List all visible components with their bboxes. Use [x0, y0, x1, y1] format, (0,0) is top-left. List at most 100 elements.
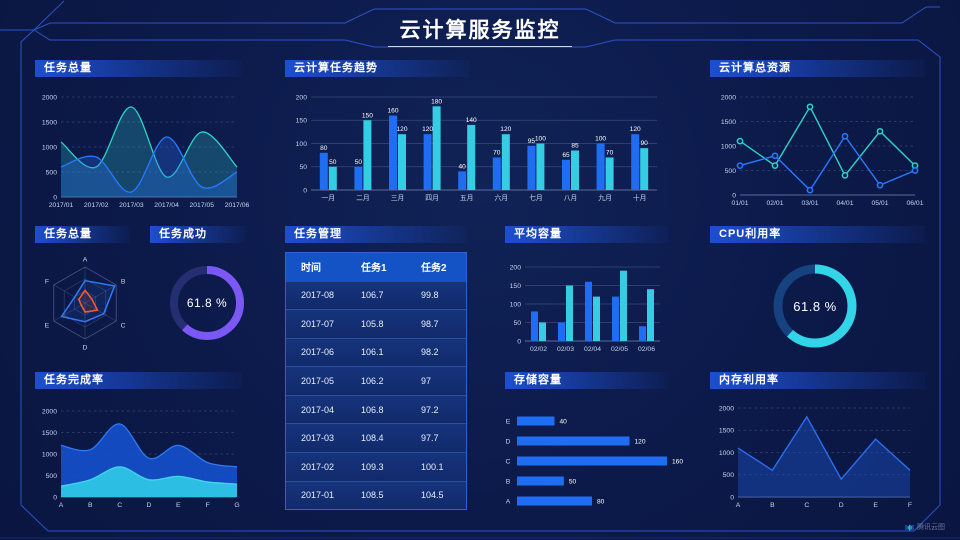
- svg-text:03/01: 03/01: [801, 200, 818, 207]
- svg-text:200: 200: [296, 94, 308, 101]
- panel-task-total-trend: 任务总量 0 500 1000 1500 2000 2017/01 2017/02 2017/…: [35, 60, 249, 215]
- svg-text:50: 50: [355, 159, 363, 166]
- table-cell: 2017-06: [301, 347, 335, 358]
- svg-text:E: E: [176, 502, 181, 509]
- svg-text:B: B: [121, 279, 126, 286]
- svg-text:02/03: 02/03: [557, 346, 574, 353]
- svg-text:01/01: 01/01: [731, 200, 748, 207]
- svg-text:D: D: [147, 502, 152, 509]
- cpu-usage-donut-chart: [773, 264, 857, 348]
- table-cell: 104.5: [421, 490, 444, 501]
- svg-text:2000: 2000: [42, 408, 57, 415]
- svg-text:95: 95: [528, 138, 536, 145]
- svg-text:200: 200: [510, 264, 522, 271]
- watermark-text: 腾讯云图: [917, 524, 945, 531]
- svg-text:1000: 1000: [721, 143, 736, 150]
- svg-text:D: D: [83, 345, 88, 352]
- table-cell: 99.8: [421, 290, 439, 301]
- table-cell: 2017-01: [301, 490, 335, 501]
- svg-text:150: 150: [510, 283, 522, 290]
- panel-memory-usage: 内存利用率 0 500 1000 1500 2000 A B C D E F: [710, 372, 925, 517]
- table-cell: 98.2: [421, 347, 439, 358]
- svg-text:02/06: 02/06: [638, 346, 655, 353]
- table-cell: 2017-03: [301, 433, 335, 444]
- table-cell: 2017-04: [301, 404, 335, 415]
- table-cell: 106.2: [361, 376, 384, 387]
- panel-title-task-completion: 任务完成率: [35, 372, 242, 389]
- panel-title-storage-capacity: 存储容量: [505, 372, 668, 389]
- table-cell: 97.2: [421, 404, 439, 415]
- panel-avg-capacity: 平均容量 0 50 100 150 200 02/02 02/03 02/04 02/05 02/…: [505, 226, 668, 366]
- svg-text:140: 140: [466, 117, 477, 124]
- svg-text:C: C: [506, 459, 511, 466]
- task-success-value: 61.8 %: [186, 296, 228, 310]
- svg-text:65: 65: [562, 152, 570, 159]
- svg-text:150: 150: [296, 118, 308, 125]
- svg-text:100: 100: [296, 141, 308, 148]
- page-title: 云计算服务监控: [399, 19, 561, 42]
- svg-text:一月: 一月: [322, 194, 336, 202]
- watermark: 腾讯云图: [905, 522, 945, 532]
- svg-text:50: 50: [329, 159, 337, 166]
- table-row: 2017-08 106.7 99.8: [286, 281, 466, 311]
- table-cell: 109.3: [361, 461, 384, 472]
- svg-text:B: B: [88, 502, 93, 509]
- svg-text:50: 50: [299, 164, 307, 171]
- svg-text:120: 120: [630, 126, 641, 133]
- panel-title-cloud-task-trend: 云计算任务趋势: [285, 60, 470, 77]
- svg-text:80: 80: [597, 499, 605, 506]
- svg-text:九月: 九月: [598, 193, 612, 202]
- svg-text:500: 500: [725, 168, 737, 175]
- svg-text:B: B: [506, 479, 511, 486]
- svg-text:500: 500: [46, 169, 58, 176]
- svg-text:2017/05: 2017/05: [190, 202, 215, 209]
- svg-text:2017/04: 2017/04: [154, 202, 179, 209]
- svg-text:B: B: [770, 502, 775, 509]
- table-cell: 108.4: [361, 433, 384, 444]
- table-row: 2017-06 106.1 98.2: [286, 338, 466, 368]
- svg-text:F: F: [206, 502, 210, 509]
- panel-title-task-total-trend: 任务总量: [35, 60, 242, 77]
- table-cell: 108.5: [361, 490, 384, 501]
- table-row: 2017-07 105.8 98.7: [286, 310, 466, 339]
- svg-text:F: F: [45, 279, 49, 286]
- task-completion-area-chart: 0 500 1000 1500 2000 A B C D E F G: [42, 408, 240, 509]
- svg-text:八月: 八月: [564, 194, 578, 202]
- panel-title-cpu-usage: CPU利用率: [710, 226, 925, 243]
- svg-text:A: A: [59, 502, 64, 509]
- cpu-usage-value: 61.8 %: [793, 299, 837, 314]
- svg-text:十月: 十月: [633, 193, 647, 202]
- svg-text:1000: 1000: [42, 144, 57, 151]
- panel-title-task-total-radar: 任务总量: [35, 226, 130, 243]
- panel-cloud-resources: 云计算总资源 0 500 1000 1500 2000 01/01 02/01 03/01 04…: [710, 60, 925, 215]
- svg-text:C: C: [121, 323, 126, 330]
- panel-cloud-task-trend: 云计算任务趋势 0 50 100 150 200 一月 二月 三月 四月 五月 六月 七月 八月 九月 十月…: [285, 60, 665, 215]
- table-row: 2017-03 108.4 97.7: [286, 424, 466, 453]
- svg-text:0: 0: [732, 192, 736, 199]
- svg-text:100: 100: [510, 301, 522, 308]
- memory-usage-line-chart: 0 500 1000 1500 2000 A B C D E F: [719, 405, 912, 509]
- svg-text:0: 0: [53, 494, 57, 501]
- table-cell: 105.8: [361, 318, 384, 329]
- svg-text:三月: 三月: [391, 194, 405, 202]
- table-cell: 106.8: [361, 404, 384, 415]
- svg-text:二月: 二月: [356, 194, 370, 202]
- svg-text:02/01: 02/01: [766, 200, 783, 207]
- panel-title-task-success: 任务成功: [150, 226, 245, 243]
- svg-text:02/05: 02/05: [611, 346, 628, 353]
- panel-storage-capacity: 存储容量 E 40 D 120 C 160 B 50 A 80: [500, 372, 683, 517]
- svg-text:0: 0: [517, 338, 521, 345]
- svg-text:七月: 七月: [529, 193, 543, 202]
- svg-text:90: 90: [641, 140, 649, 147]
- svg-text:500: 500: [723, 472, 735, 479]
- svg-text:E: E: [873, 502, 878, 509]
- svg-text:50: 50: [569, 479, 577, 486]
- svg-text:85: 85: [571, 142, 579, 149]
- svg-text:1000: 1000: [42, 451, 57, 458]
- panel-title-avg-capacity: 平均容量: [505, 226, 668, 243]
- svg-text:2000: 2000: [42, 94, 57, 101]
- cloud-resources-line-chart: 0 500 1000 1500 2000 01/01 02/01 03/01 04/01 05/0…: [721, 94, 924, 207]
- svg-text:四月: 四月: [425, 194, 439, 202]
- table-header-cell: 时间: [301, 263, 321, 275]
- svg-text:1500: 1500: [42, 119, 57, 126]
